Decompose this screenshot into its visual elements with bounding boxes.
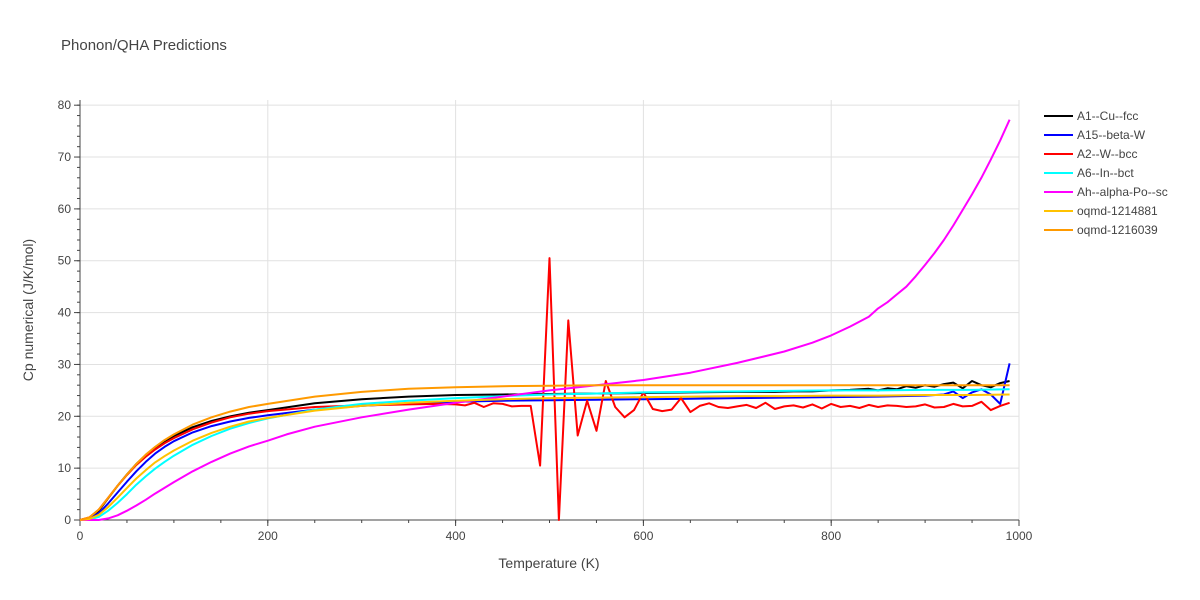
y-tick-label: 0 [64,513,71,527]
series-line-ah-alpha-po-sc [80,119,1011,521]
y-tick-label: 20 [58,409,72,423]
legend-label: A2--W--bcc [1077,147,1137,161]
legend-item-a15-beta-w[interactable]: A15--beta-W [1044,128,1146,142]
legend-label: oqmd-1216039 [1077,223,1158,237]
series-line-a6-in-bct [79,388,1010,521]
y-tick-label: 40 [58,306,72,320]
x-tick-label: 1000 [1006,529,1033,543]
legend-label: A15--beta-W [1077,128,1146,142]
legend-item-a2-w-bcc[interactable]: A2--W--bcc [1044,147,1137,161]
legend-item-oqmd-1216039[interactable]: oqmd-1216039 [1044,223,1158,237]
legend: A1--Cu--fcc A15--beta-W A2--W--bcc A6--In--… [1044,109,1168,237]
y-tick-label: 10 [58,461,72,475]
series-layer [79,119,1011,521]
y-axis-title: Cp numerical (J/K/mol) [20,239,36,381]
y-tick-label: 60 [58,202,72,216]
x-tick-label: 800 [821,529,841,543]
legend-label: oqmd-1214881 [1077,204,1158,218]
x-tick-label: 0 [77,529,84,543]
chart-title: Phonon/QHA Predictions [61,37,227,54]
legend-label: A6--In--bct [1077,166,1134,180]
x-tick-label: 400 [446,529,466,543]
legend-label: A1--Cu--fcc [1077,109,1138,123]
series-line-a15-beta-w [79,363,1011,521]
series-line-a2-w-bcc [79,257,1010,521]
legend-item-ah-alpha-po-sc[interactable]: Ah--alpha-Po--sc [1044,185,1168,199]
y-tick-label: 50 [58,254,72,268]
series-line-oqmd-1216039 [79,384,1010,521]
series-line-a1-cu-fcc [79,380,1010,521]
legend-label: Ah--alpha-Po--sc [1077,185,1168,199]
legend-item-a1-cu-fcc[interactable]: A1--Cu--fcc [1044,109,1138,123]
y-tick-label: 70 [58,150,72,164]
x-tick-label: 600 [633,529,653,543]
x-axis-title: Temperature (K) [498,555,599,571]
legend-item-a6-in-bct[interactable]: A6--In--bct [1044,166,1134,180]
series-line-oqmd-1214881 [79,393,1010,521]
y-tick-label: 80 [58,98,72,112]
legend-item-oqmd-1214881[interactable]: oqmd-1214881 [1044,204,1158,218]
x-tick-label: 200 [258,529,278,543]
y-tick-label: 30 [58,357,72,371]
